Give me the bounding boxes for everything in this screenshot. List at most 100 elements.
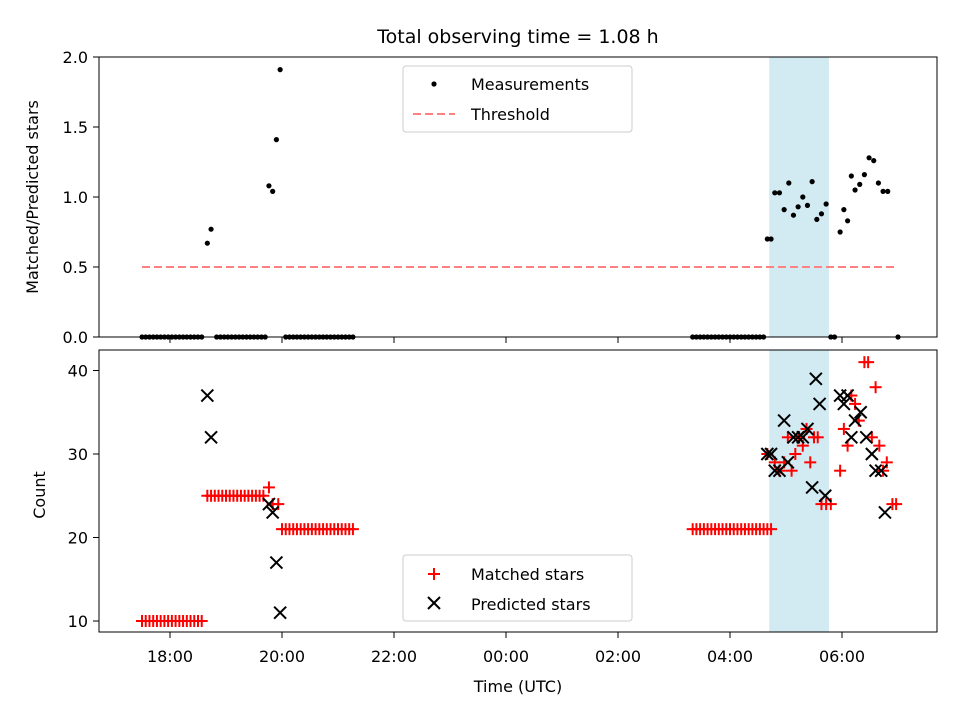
measurement-point <box>861 172 868 178</box>
top-y-tick-label: 1.5 <box>63 118 88 137</box>
measurement-point <box>823 201 829 207</box>
bottom-y-tick-label: 20 <box>68 529 88 548</box>
measurement-point <box>871 158 877 164</box>
matched-star-point <box>262 481 275 494</box>
matched-star-point <box>865 431 878 444</box>
measurement-point <box>885 188 891 194</box>
bottom-x-tick-label: 00:00 <box>483 647 529 666</box>
matched-star-point <box>837 422 850 435</box>
bottom-x-tick-label: 04:00 <box>707 647 753 666</box>
measurement-point <box>875 180 882 186</box>
legend-predicted-label: Predicted stars <box>471 595 591 614</box>
measurement-point <box>866 155 872 161</box>
top-y-tick-label: 1.0 <box>63 188 88 207</box>
predicted-star-point <box>853 405 868 419</box>
measurement-point <box>818 211 825 217</box>
measurement-point <box>837 229 843 235</box>
top-chart-title: Total observing time = 1.08 h <box>376 26 658 48</box>
measurement-point <box>857 181 863 187</box>
bottom-highlight-span <box>769 350 829 632</box>
measurement-point <box>804 202 811 208</box>
measurement-point <box>204 240 210 246</box>
bottom-x-tick-label: 22:00 <box>371 647 417 666</box>
predicted-star-point <box>768 463 782 478</box>
measurement-point <box>852 187 858 193</box>
legend-matched-label: Matched stars <box>471 565 584 584</box>
predicted-star-point <box>200 388 215 403</box>
bottom-predicted-points <box>200 372 892 620</box>
predicted-star-point <box>844 430 859 445</box>
predicted-star-point <box>812 397 827 411</box>
bottom-x-axis-label: Time (UTC) <box>473 677 562 696</box>
matched-star-point <box>781 431 794 444</box>
matched-star-point <box>346 523 359 536</box>
predicted-star-point <box>796 430 810 445</box>
measurement-point <box>848 173 854 179</box>
predicted-star-point <box>848 413 862 428</box>
predicted-star-point <box>269 555 284 570</box>
predicted-star-point <box>764 447 778 461</box>
predicted-star-point <box>781 455 795 470</box>
measurement-point <box>266 183 272 189</box>
predicted-star-point <box>204 430 218 445</box>
matched-star-point <box>869 381 882 394</box>
bottom-y-tick-label: 40 <box>68 362 88 381</box>
bottom-axes-frame <box>98 349 938 633</box>
matched-star-point <box>195 615 208 627</box>
predicted-star-point <box>818 489 832 503</box>
predicted-star-point <box>800 422 815 436</box>
measurement-point <box>776 190 783 196</box>
measurement-point <box>841 207 847 213</box>
measurement-point <box>781 207 787 213</box>
matched-star-point <box>765 523 778 536</box>
measurement-point <box>880 188 886 194</box>
predicted-star-point <box>760 447 775 461</box>
top-y-ticks: 0.0 0.5 1.0 1.5 2.0 <box>63 48 99 347</box>
top-legend: Measurements Threshold <box>402 65 633 133</box>
legend-measurements-marker <box>431 81 437 87</box>
predicted-star-point <box>868 463 883 478</box>
bottom-legend-box <box>402 554 633 622</box>
predicted-star-point <box>273 605 287 620</box>
measurement-point <box>786 180 792 186</box>
matched-star-point <box>873 439 886 452</box>
measurement-point <box>768 236 774 242</box>
measurement-point <box>814 216 820 222</box>
bottom-y-ticks: 10 20 30 40 <box>68 362 99 631</box>
top-measurement-points <box>139 67 901 340</box>
matched-star-point <box>862 356 875 369</box>
measurement-point <box>845 218 851 224</box>
measurement-point <box>273 137 279 143</box>
legend-measurements-label: Measurements <box>471 75 589 94</box>
bottom-y-tick-label: 30 <box>68 445 88 464</box>
measurement-point <box>790 212 797 218</box>
matched-star-point <box>804 456 817 469</box>
predicted-star-point <box>878 505 892 520</box>
predicted-star-point <box>809 372 823 386</box>
legend-predicted-marker <box>427 596 441 610</box>
predicted-star-point <box>859 430 873 445</box>
legend-threshold-label: Threshold <box>470 105 550 124</box>
top-y-tick-label: 2.0 <box>63 48 88 67</box>
top-highlight-span <box>769 57 829 337</box>
bottom-x-tick-label: 20:00 <box>259 647 305 666</box>
matched-star-point <box>877 464 890 477</box>
predicted-star-point <box>865 447 879 461</box>
bottom-y-axis-label: Count <box>30 471 49 519</box>
top-y-tick-label: 0.5 <box>63 258 88 277</box>
bottom-x-ticks: 18:00 20:00 22:00 00:00 02:00 04:00 06:00 <box>147 632 865 666</box>
measurement-point <box>277 67 283 73</box>
measurement-point <box>208 226 214 232</box>
matched-star-point <box>811 431 824 444</box>
bottom-x-tick-label: 06:00 <box>819 647 865 666</box>
predicted-star-point <box>837 397 851 411</box>
bottom-legend: Matched stars Predicted stars <box>402 554 633 622</box>
predicted-star-point <box>777 413 791 428</box>
predicted-star-point <box>874 463 888 478</box>
bottom-matched-points <box>136 356 903 627</box>
top-y-tick-label: 0.0 <box>63 328 88 347</box>
bottom-x-tick-label: 18:00 <box>147 647 193 666</box>
predicted-star-point <box>265 505 280 520</box>
bottom-x-tick-label: 02:00 <box>595 647 641 666</box>
